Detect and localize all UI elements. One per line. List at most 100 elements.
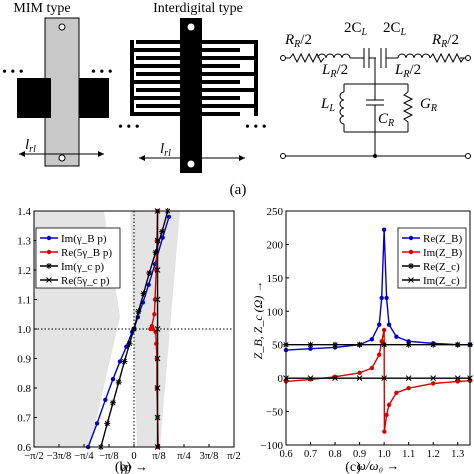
data-point: [405, 375, 412, 381]
panel-c: −100 −50 0 50 100 150 200 250 0.6 0.7 0.8 0.9 1.0 1.1…: [251, 206, 473, 473]
interdigital-top-via: [187, 23, 195, 31]
y-tick-label: 1.0: [17, 324, 31, 336]
rr-right-resistor: [429, 52, 465, 64]
ll-inductor: [339, 91, 345, 125]
mim-left-pad: [17, 78, 51, 118]
x-tick-label: π/2: [227, 451, 240, 462]
interdigital-length-label: lrl: [160, 141, 171, 159]
finger-bus-right: [254, 40, 258, 116]
interdigital-title: Interdigital type: [153, 1, 243, 16]
data-point: [154, 326, 161, 332]
mim-bottom-via: [58, 154, 66, 162]
finger-right: [196, 64, 240, 68]
x-tick-label: 3π/8: [200, 451, 219, 462]
y-tick-label: 100: [267, 306, 284, 318]
x-tick-label: 0.7: [304, 449, 317, 460]
panel-b: 0.6 0.7 0.8 0.9 1.0 1.1 1.2 1.3 1.4 −π/2 −3π/8 −π/4…: [17, 206, 240, 474]
interdigital-right-dots: • • •: [245, 120, 267, 135]
data-point: [154, 414, 161, 421]
data-point: [121, 358, 128, 365]
legend-marker: [46, 277, 52, 283]
panel-b-xlabel: γp →: [120, 459, 148, 474]
data-point: [140, 290, 147, 297]
y-tick-label: −100: [260, 440, 283, 452]
data-point: [386, 322, 392, 327]
data-point: [430, 375, 437, 381]
x-tick-label: −π/4: [74, 451, 94, 462]
label-2cl-right: 2CL: [383, 20, 407, 38]
legend-label: Re(5γ_c p): [61, 275, 110, 287]
mim-arrow-left: [19, 151, 25, 157]
y-tick-label: 0.6: [17, 442, 31, 454]
data-point: [146, 282, 151, 287]
finger-right: [196, 48, 240, 52]
panel-b-legend: Im(γ_B p) Re(5γ_B p) Im(γ_c p) Re(5γ_c p): [35, 227, 121, 289]
mim-right-dots: • • •: [91, 65, 113, 80]
caption-b-visible: (b): [115, 460, 132, 474]
gr-resistor: [402, 91, 414, 123]
legend-label: Im(γ_B p): [61, 233, 107, 245]
finger-right: [202, 104, 258, 108]
data-point: [94, 421, 100, 426]
legend-label: Re(Z_B): [423, 233, 462, 245]
data-point: [455, 379, 460, 384]
legend-label: Im(γ_c p): [61, 261, 104, 273]
data-point: [379, 295, 384, 301]
data-point: [154, 267, 161, 273]
label-rr-left: RR/2: [284, 32, 312, 50]
label-gr: GR: [420, 96, 437, 114]
x-tick-label: 0.8: [329, 449, 342, 460]
y-tick-label: 150: [267, 273, 284, 285]
interdigital-right-fingers: [196, 40, 258, 116]
data-point: [104, 420, 111, 427]
interdigital-left-dots: • • •: [118, 120, 140, 135]
x-tick-label: −π/8: [99, 451, 118, 462]
data-point: [406, 339, 411, 344]
x-tick-label: −π/2: [24, 451, 43, 462]
label-2cl-left: 2CL: [344, 20, 368, 38]
data-point: [379, 339, 384, 344]
x-tick-label: −3π/8: [47, 451, 72, 462]
y-tick-label: 50: [272, 340, 284, 352]
finger-left: [130, 80, 186, 84]
y-tick-label: 1.4: [17, 206, 31, 218]
lr-right-inductor: [397, 53, 431, 59]
terminal-top-left: [280, 55, 286, 61]
data-point: [135, 308, 142, 315]
data-point: [307, 375, 314, 381]
legend-marker: [408, 277, 414, 283]
data-point: [103, 397, 108, 402]
label-lr-right: LR/2: [394, 62, 421, 80]
y-tick-label: 0.7: [17, 413, 31, 425]
label-lr-left: LR/2: [321, 62, 348, 80]
data-point: [454, 375, 461, 381]
data-point: [381, 227, 387, 232]
data-point: [152, 312, 157, 317]
label-ll: LL: [320, 96, 335, 114]
data-point: [154, 237, 161, 244]
finger-left: [136, 56, 180, 60]
data-point: [109, 399, 116, 406]
x-tick-label: π/8: [152, 451, 165, 462]
data-point: [454, 341, 461, 348]
y-tick-label: 0.9: [17, 354, 31, 366]
legend-label: Re(Z_c): [423, 261, 460, 273]
data-point: [166, 214, 172, 220]
y-tick-label: 250: [267, 206, 284, 218]
data-point: [386, 402, 392, 408]
rr-left-resistor: [289, 52, 325, 64]
y-tick-label: 200: [267, 239, 284, 251]
interdigital-bottom-via: [187, 160, 195, 168]
mim-left-dots: • • •: [2, 65, 24, 80]
data-point: [159, 228, 166, 235]
series-line: [285, 329, 471, 432]
label-cr: CR: [378, 111, 394, 129]
y-tick-label: 1.3: [17, 236, 31, 248]
mim-right-pad: [79, 78, 109, 118]
data-point: [146, 269, 153, 276]
panel-c-legend: Re(Z_B) Im(Z_B) Re(Z_c) Im(Z_c): [397, 227, 467, 289]
data-point: [394, 390, 399, 396]
data-point: [332, 375, 338, 381]
finger-right: [196, 80, 240, 84]
